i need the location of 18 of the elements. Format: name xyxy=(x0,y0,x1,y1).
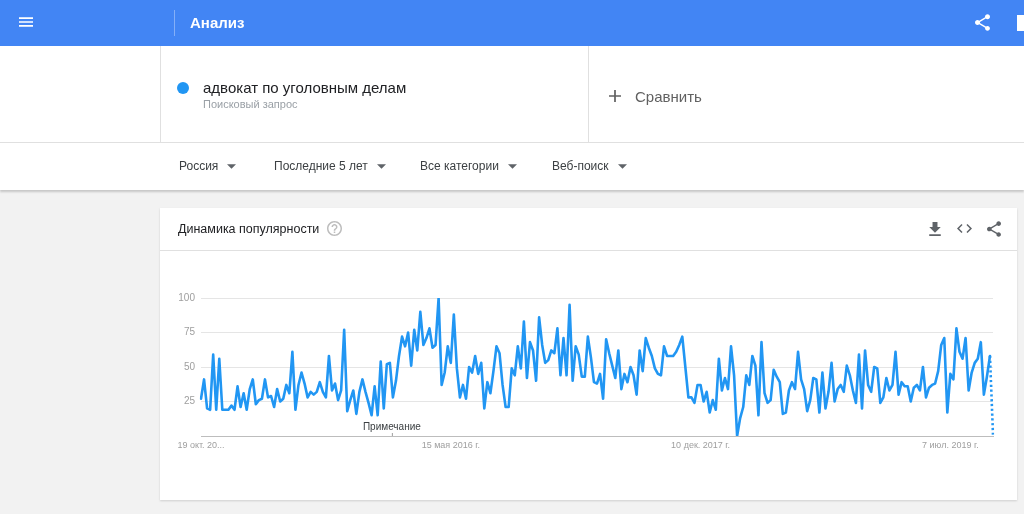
x-tick-label: 10 дек. 2017 г. xyxy=(671,439,731,450)
annotation: Примечание xyxy=(362,420,422,432)
chart-title: Динамика популярности xyxy=(178,222,320,237)
text: Сравнить xyxy=(635,88,702,105)
y-tick-label: 50 xyxy=(183,360,196,372)
x-tick-label: 19 окт. 20... xyxy=(177,439,225,450)
y-tick-label: 25 xyxy=(183,395,196,407)
text: Последние 5 лет xyxy=(274,159,368,173)
x-tick-label: 7 июл. 2019 г. xyxy=(922,439,979,450)
text: Анализ xyxy=(190,14,245,31)
y-tick-label: 75 xyxy=(183,326,196,338)
text: Поисковый запрос xyxy=(203,98,298,110)
x-tick-label: 15 мая 2016 г. xyxy=(421,439,480,450)
y-tick-label: 100 xyxy=(178,291,196,303)
text: Веб-поиск xyxy=(552,159,609,173)
text: Россия xyxy=(179,159,219,173)
text: Все категории xyxy=(420,159,499,173)
legend-label: адвокат по уголовным делам xyxy=(203,79,407,96)
